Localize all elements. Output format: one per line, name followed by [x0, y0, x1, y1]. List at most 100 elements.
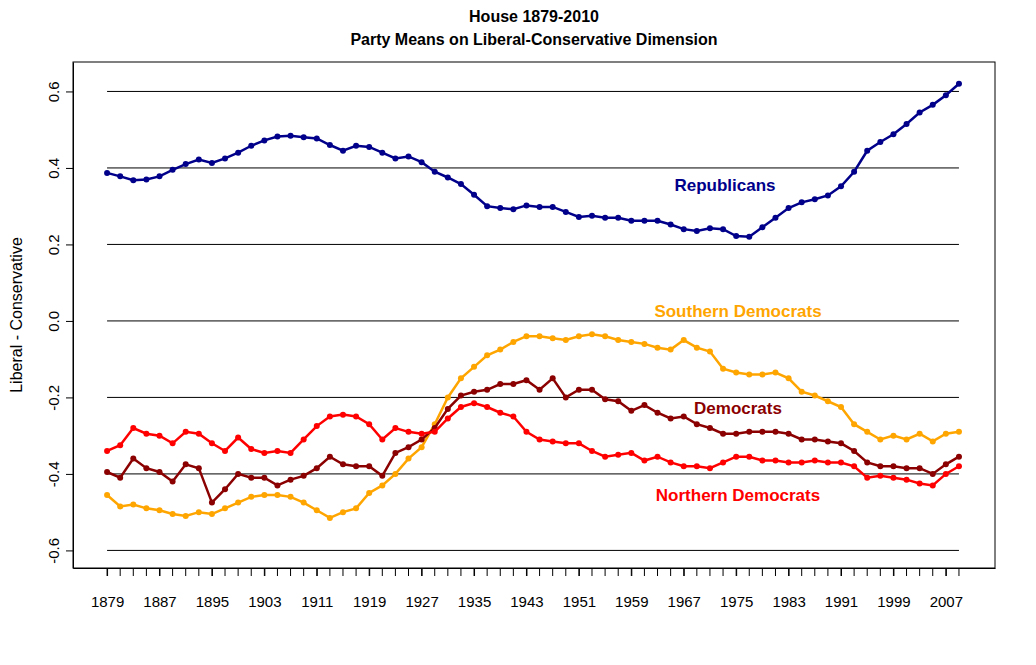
y-tick: -0.4 — [45, 461, 73, 487]
point — [170, 440, 176, 446]
point — [825, 438, 831, 444]
point — [261, 450, 267, 456]
point — [812, 196, 818, 202]
point — [235, 500, 241, 506]
y-tick-label: -0.6 — [45, 538, 62, 564]
point — [851, 448, 857, 454]
grid-line — [107, 167, 959, 168]
x-axis: 1879188718951903191119191927193519431951… — [74, 568, 996, 610]
point — [274, 134, 280, 140]
point — [196, 465, 202, 471]
point — [943, 471, 949, 477]
point — [877, 139, 883, 145]
point — [930, 102, 936, 108]
x-minor-tick — [670, 568, 671, 576]
point — [956, 81, 962, 87]
x-minor-tick — [644, 568, 645, 576]
point — [170, 479, 176, 485]
series-line — [107, 378, 959, 502]
point — [274, 492, 280, 498]
series-line — [107, 334, 959, 518]
x-minor-tick — [513, 568, 514, 576]
point — [838, 440, 844, 446]
series-label: Republicans — [674, 176, 775, 195]
point — [353, 414, 359, 420]
x-minor-tick — [591, 568, 592, 576]
point — [104, 170, 110, 176]
point — [890, 475, 896, 481]
x-tick-mark — [422, 568, 423, 576]
x-minor-tick — [185, 568, 186, 576]
x-minor-tick — [657, 568, 658, 576]
point — [432, 169, 438, 175]
point — [864, 475, 870, 481]
subtitle: Party Means on Liberal-Conservative Dime… — [350, 31, 717, 48]
series-line — [107, 84, 959, 237]
point — [104, 469, 110, 475]
x-tick-label: 1903 — [248, 593, 281, 610]
point — [301, 473, 307, 479]
x-tick: 1951 — [563, 568, 596, 610]
y-tick: 0.6 — [45, 82, 73, 103]
x-minor-tick — [395, 568, 396, 576]
point — [668, 459, 674, 465]
x-minor-tick — [225, 568, 226, 576]
y-tick: 0.2 — [45, 235, 73, 256]
point — [838, 404, 844, 410]
point — [681, 414, 687, 420]
point — [314, 465, 320, 471]
point — [156, 469, 162, 475]
point — [799, 459, 805, 465]
series-label: Northern Democrats — [656, 486, 820, 505]
point — [143, 465, 149, 471]
x-minor-tick — [107, 568, 108, 576]
point — [943, 461, 949, 467]
point — [772, 429, 778, 435]
point — [956, 463, 962, 469]
point — [851, 463, 857, 469]
x-minor-tick — [775, 568, 776, 576]
point — [406, 456, 412, 462]
plot-frame — [73, 62, 995, 568]
point — [196, 157, 202, 163]
y-tick-label: 0.0 — [45, 311, 62, 332]
point — [576, 333, 582, 339]
y-tick-mark — [66, 244, 73, 245]
point — [602, 215, 608, 221]
x-tick-label: 1991 — [825, 593, 858, 610]
x-minor-tick — [369, 568, 370, 576]
x-minor-tick — [342, 568, 343, 576]
x-minor-tick — [906, 568, 907, 576]
x-minor-tick — [605, 568, 606, 576]
point — [694, 421, 700, 427]
point — [170, 511, 176, 517]
point — [222, 486, 228, 492]
grid-line — [107, 91, 959, 92]
point — [733, 233, 739, 239]
point — [825, 398, 831, 404]
point — [655, 410, 661, 416]
point — [458, 375, 464, 381]
point — [419, 431, 425, 437]
point — [156, 507, 162, 513]
point — [890, 463, 896, 469]
x-minor-tick — [460, 568, 461, 576]
point — [314, 135, 320, 141]
point — [419, 436, 425, 442]
point — [458, 393, 464, 399]
point — [917, 465, 923, 471]
x-tick-mark — [789, 568, 790, 576]
x-minor-tick — [500, 568, 501, 576]
point — [772, 215, 778, 221]
point — [523, 377, 529, 383]
point — [864, 459, 870, 465]
x-tick: 1967 — [668, 568, 701, 610]
x-minor-tick — [434, 568, 435, 576]
point — [576, 214, 582, 220]
point — [497, 410, 503, 416]
point — [746, 371, 752, 377]
point — [445, 415, 451, 421]
point — [694, 228, 700, 234]
x-tick-label: 1967 — [668, 593, 701, 610]
x-tick-label: 1927 — [405, 593, 438, 610]
